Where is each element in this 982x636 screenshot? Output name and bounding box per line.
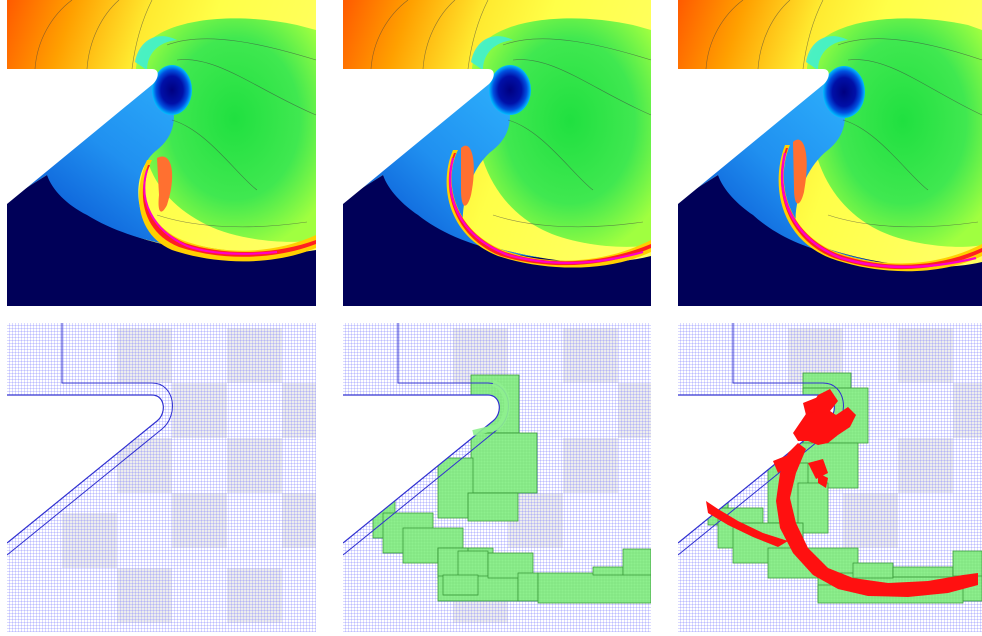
vortex-core <box>152 65 192 115</box>
shock-band-magenta <box>143 169 278 255</box>
wedge-obstacle <box>7 69 158 204</box>
contour-lines <box>370 0 651 228</box>
roll-up-tongue <box>793 139 807 204</box>
shock-band-outer <box>139 160 316 262</box>
density-field-3 <box>678 0 982 306</box>
coarse-cells <box>453 328 651 623</box>
wedge-obstacle <box>343 395 500 543</box>
shock-band-red <box>142 165 316 257</box>
tagged-cells <box>706 389 978 597</box>
cyan-fringe <box>135 36 177 70</box>
contour-lines <box>34 0 316 228</box>
shock-band-magenta <box>449 157 644 264</box>
boundary-grid-lines <box>7 323 173 556</box>
shock-band-red <box>780 148 982 270</box>
density-plot-panel-1 <box>7 0 316 306</box>
boundary-refinement <box>472 380 511 436</box>
wedge-boundary <box>343 394 500 544</box>
shock-band-red <box>448 153 651 266</box>
mesh-plot-panel-3 <box>678 323 982 632</box>
diffracted-region <box>343 75 543 258</box>
mesh-view-2 <box>343 323 651 632</box>
wedge-boundary <box>7 394 164 544</box>
density-plot-panel-3 <box>678 0 982 306</box>
roll-up-tongue <box>157 156 173 212</box>
vortex-core <box>823 66 865 118</box>
cyan-fringe <box>471 36 513 70</box>
mesh-plot-panel-2 <box>343 323 651 632</box>
coarse-cells <box>62 328 316 623</box>
contour-lines <box>705 0 982 228</box>
refined-patches <box>372 374 651 604</box>
wedge-obstacle <box>678 69 829 204</box>
shock-band-magenta <box>781 152 977 269</box>
cyan-fringe <box>806 36 848 70</box>
diffracted-region <box>7 75 247 252</box>
mesh-view-1 <box>7 323 316 632</box>
mesh-view-3 <box>678 323 982 632</box>
coarse-cells <box>788 328 982 548</box>
wedge-obstacle <box>7 395 164 543</box>
density-plot-panel-2 <box>343 0 651 306</box>
density-field-2 <box>343 0 651 306</box>
unshocked-dark-region <box>343 175 651 306</box>
vortex-core <box>489 65 531 115</box>
density-field-1 <box>7 0 316 306</box>
roll-up-tongue <box>461 145 474 206</box>
diffracted-region <box>678 75 878 262</box>
wedge-obstacle <box>343 69 494 204</box>
unshocked-dark-region <box>678 175 982 306</box>
mesh-plot-panel-1 <box>7 323 316 632</box>
unshocked-dark-region <box>7 175 316 306</box>
